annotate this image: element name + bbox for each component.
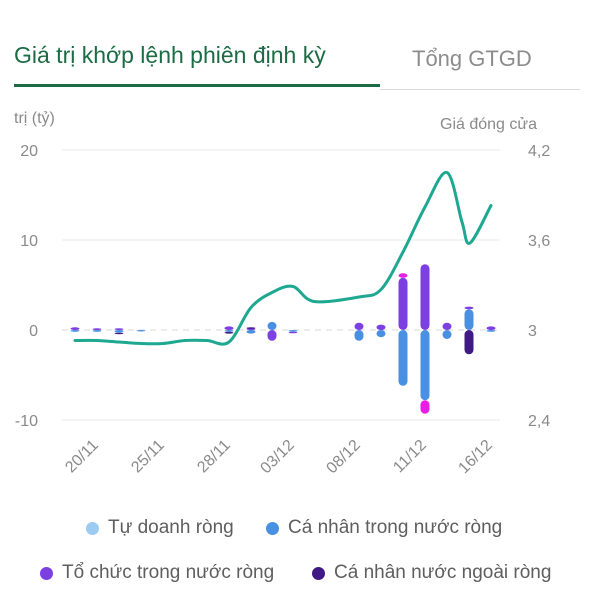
legend-item-domestic-individual[interactable]: Cá nhân trong nước ròng — [266, 517, 502, 539]
active-tab-underline — [14, 84, 380, 87]
bar — [114, 328, 124, 330]
y-right-tick-label: 3,6 — [528, 233, 550, 250]
y-right-axis-title: Giá đóng cửa — [440, 116, 537, 133]
bar — [288, 331, 298, 334]
x-tick-label: 16/12 — [455, 437, 495, 477]
y-right-tick-label: 4,2 — [528, 143, 550, 160]
bar — [464, 309, 474, 330]
bar — [464, 306, 474, 310]
bar — [464, 330, 474, 355]
bar — [398, 273, 408, 278]
bar — [92, 328, 102, 330]
legend-item-domestic-institution[interactable]: Tổ chức trong nước ròng — [40, 562, 274, 584]
y-left-tick-label: 0 — [29, 323, 38, 340]
bar — [288, 330, 298, 332]
bar — [376, 330, 386, 338]
grid-lines — [62, 149, 500, 421]
bar — [420, 264, 430, 330]
legend-item-foreign-individual[interactable]: Cá nhân nước ngoài ròng — [312, 562, 551, 584]
bars — [70, 264, 496, 414]
legend-dot — [40, 566, 53, 580]
y-left-tick-label: 10 — [20, 233, 38, 250]
y-right-tick-label: 3 — [528, 323, 537, 340]
bar — [267, 330, 277, 341]
legend-dot — [312, 566, 325, 580]
y-left-tick-label: -10 — [15, 413, 38, 430]
bar — [224, 331, 234, 334]
tab-bar: Giá trị khớp lệnh phiên định kỳ Tổng GTG… — [0, 0, 600, 92]
legend-item-proprietary[interactable]: Tự doanh ròng — [86, 517, 234, 539]
bar — [224, 330, 234, 332]
tab-periodic-matching-value[interactable]: Giá trị khớp lệnh phiên định kỳ — [14, 42, 326, 68]
y-right-tick-label: 2,4 — [528, 413, 550, 430]
bar — [246, 327, 256, 329]
y-left-ticks: 20 10 0 -10 — [15, 143, 38, 430]
bar — [70, 330, 80, 332]
legend-dot — [86, 521, 99, 535]
legend-label: Cá nhân trong nước ròng — [288, 517, 503, 538]
bar — [420, 330, 430, 401]
bar — [420, 400, 430, 414]
price-line-group — [73, 170, 493, 346]
y-left-tick-label: 20 — [20, 143, 38, 160]
bar — [114, 332, 124, 335]
x-tick-label: 20/11 — [62, 437, 102, 477]
legend-label: Cá nhân nước ngoài ròng — [334, 562, 552, 583]
y-left-axis-title: trị (tỷ) — [14, 110, 55, 127]
tab-divider — [380, 89, 580, 90]
tab-total-trading-value[interactable]: Tổng GTGD — [412, 46, 532, 71]
x-tick-label: 25/11 — [128, 437, 168, 477]
legend-label: Tổ chức trong nước ròng — [62, 562, 275, 583]
bar — [442, 322, 452, 330]
chart-plot: 20 10 0 -10 4,2 3,6 3 2,4 20/11 25/11 28/11 03/12… — [15, 143, 550, 477]
legend-dot — [266, 521, 279, 535]
bar — [246, 330, 256, 334]
bar — [486, 330, 496, 332]
legend-label: Tự doanh ròng — [108, 517, 234, 538]
bar — [442, 330, 452, 339]
x-tick-label: 28/11 — [194, 437, 234, 477]
bar — [486, 326, 496, 330]
legend: Tự doanh ròng Cá nhân trong nước ròng Tổ… — [0, 500, 600, 600]
bar — [92, 330, 102, 332]
bar — [224, 326, 234, 330]
bar — [398, 277, 408, 330]
bar — [267, 321, 277, 330]
x-ticks: 20/11 25/11 28/11 03/12 08/12 11/12 16/12 — [62, 437, 496, 477]
y-right-ticks: 4,2 3,6 3 2,4 — [528, 143, 550, 430]
bar — [70, 327, 80, 330]
x-tick-label: 03/12 — [257, 437, 297, 477]
bar — [136, 330, 146, 332]
bar — [354, 330, 364, 341]
bar — [376, 324, 386, 330]
price-line — [73, 170, 493, 346]
bar — [398, 330, 408, 386]
x-tick-label: 11/12 — [390, 437, 430, 477]
x-tick-label: 08/12 — [323, 437, 363, 477]
bar — [354, 322, 364, 330]
bar — [114, 330, 124, 333]
